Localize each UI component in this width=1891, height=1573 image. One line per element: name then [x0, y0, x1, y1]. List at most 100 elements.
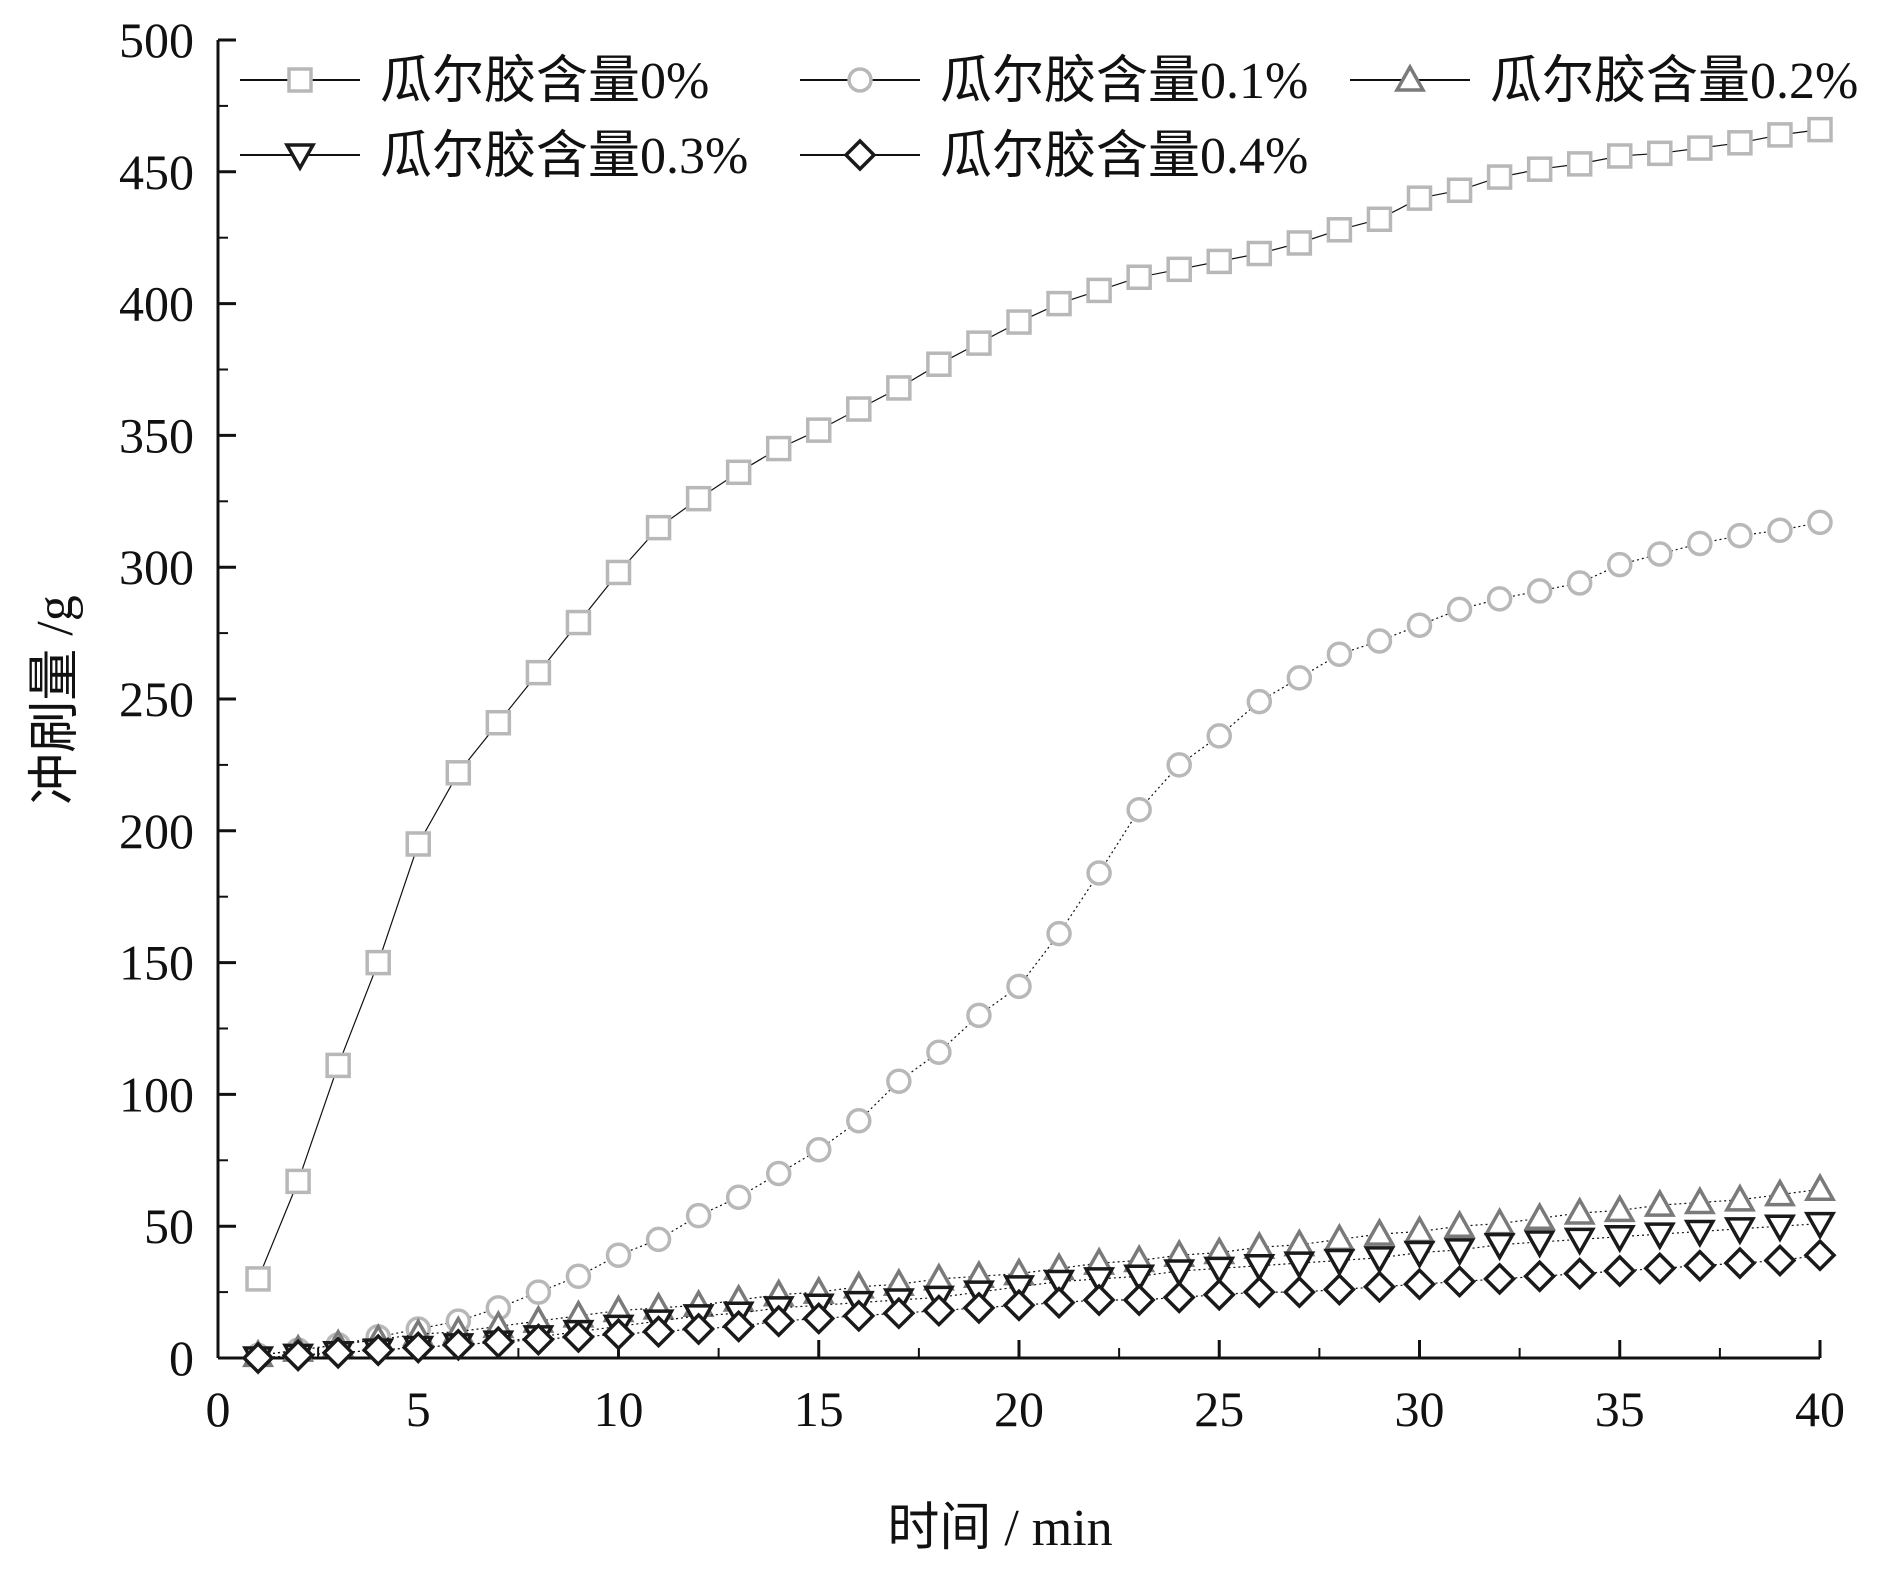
data-point [962, 1291, 996, 1325]
data-point [1006, 309, 1032, 335]
data-point [1563, 1227, 1596, 1256]
data-point [966, 1002, 992, 1029]
data-point [1006, 973, 1032, 1000]
data-point [1406, 612, 1433, 638]
x-tick-label: 30 [1395, 1381, 1445, 1437]
legend-item: 瓜尔胶含量0.2% [1350, 53, 1858, 110]
data-point [685, 1202, 712, 1229]
data-point [1443, 1265, 1477, 1299]
data-point [285, 1168, 311, 1195]
series-triangle-up [242, 1172, 1836, 1368]
data-point [802, 1301, 836, 1335]
data-point [245, 1266, 271, 1292]
data-point [1486, 164, 1513, 190]
data-point [1523, 1259, 1557, 1293]
data-point [1242, 1275, 1276, 1309]
data-point [1647, 140, 1673, 167]
y-tick-label: 200 [119, 803, 194, 859]
data-point [1162, 1280, 1196, 1314]
data-point [1163, 1259, 1196, 1288]
data-point [765, 1160, 792, 1187]
data-point [401, 1330, 435, 1364]
y-tick-label: 500 [119, 12, 194, 68]
data-point [846, 1108, 872, 1134]
data-point [682, 1312, 716, 1346]
data-point [1282, 1275, 1316, 1309]
data-point [1043, 1269, 1076, 1299]
y-tick-label: 300 [119, 539, 194, 595]
x-tick-label: 0 [206, 1381, 231, 1437]
data-point [605, 1242, 632, 1268]
data-point [1202, 1278, 1236, 1312]
data-point [1083, 1267, 1116, 1296]
data-point [1122, 1283, 1156, 1317]
data-point [1723, 1217, 1756, 1246]
data-point [1763, 1178, 1796, 1207]
data-point [521, 1323, 555, 1357]
data-point [605, 559, 632, 586]
data-point [1046, 920, 1072, 947]
data-point [1803, 1238, 1837, 1272]
y-tick-label: 0 [169, 1330, 194, 1386]
data-point [1723, 1246, 1757, 1280]
data-point [1286, 665, 1313, 691]
data-point [241, 1341, 275, 1375]
data-point [1563, 1257, 1597, 1291]
data-point [922, 1294, 956, 1328]
data-point [405, 831, 431, 857]
data-point [1807, 509, 1833, 536]
data-point [722, 1309, 756, 1343]
data-point [1603, 1254, 1637, 1288]
data-point [765, 435, 792, 462]
data-point [1283, 1251, 1316, 1280]
data-point [1246, 240, 1273, 267]
data-point [361, 1333, 395, 1367]
x-axis-title: 时间 / min [887, 1500, 1112, 1557]
data-point [922, 1262, 955, 1291]
x-tick-label: 15 [794, 1381, 844, 1437]
data-point [1523, 1230, 1556, 1259]
data-point [1206, 723, 1232, 749]
x-tick-label: 35 [1595, 1381, 1645, 1437]
data-point [1804, 1172, 1836, 1202]
data-point [725, 1184, 752, 1210]
data-point [1206, 248, 1232, 275]
legend-marker [843, 138, 877, 172]
data-point [1643, 1222, 1676, 1251]
data-point [645, 514, 672, 541]
data-point [1362, 1270, 1396, 1304]
data-point [1683, 1249, 1717, 1283]
legend-item: 瓜尔胶含量0% [240, 53, 709, 110]
data-point [1486, 586, 1513, 612]
data-point [1403, 1214, 1436, 1244]
data-point [1166, 752, 1192, 778]
data-point [1563, 1196, 1596, 1225]
data-point [1246, 688, 1273, 715]
ticks: 0 50 100 150 200 250 300 350 400 450 500 0 5 10 15 20 25… [119, 12, 1845, 1437]
legend-label: 瓜尔胶含量0.4% [940, 128, 1308, 185]
y-tick-label: 350 [119, 407, 194, 463]
series [241, 116, 1837, 1375]
x-tick-label: 25 [1194, 1381, 1244, 1437]
data-point [1123, 1264, 1156, 1293]
y-tick-label: 400 [119, 276, 194, 332]
data-point [1603, 1224, 1636, 1254]
data-point [1166, 256, 1192, 283]
y-tick-label: 250 [119, 671, 194, 727]
legend-marker [287, 67, 313, 93]
data-point [926, 1039, 952, 1065]
y-tick-label: 100 [119, 1066, 194, 1122]
data-point [806, 1137, 832, 1163]
data-point [1446, 177, 1473, 204]
series-line [258, 1188, 1821, 1356]
data-point [725, 459, 752, 486]
data-point [1082, 1283, 1116, 1317]
data-point [642, 1315, 676, 1349]
data-point [321, 1336, 355, 1370]
legend-label: 瓜尔胶含量0.2% [1490, 53, 1858, 110]
data-point [525, 1279, 552, 1305]
x-tick-label: 5 [406, 1381, 431, 1437]
data-point [1366, 206, 1393, 232]
